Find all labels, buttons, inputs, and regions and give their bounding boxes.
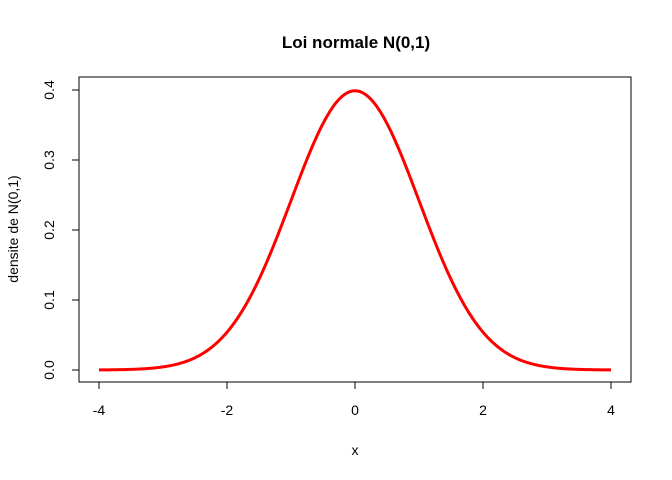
chart-title: Loi normale N(0,1) xyxy=(282,33,430,52)
plot-frame xyxy=(78,76,632,383)
y-tick-label: 0.0 xyxy=(41,360,57,380)
x-tick-label: 4 xyxy=(607,402,615,418)
y-tick-label: 0.1 xyxy=(41,290,57,310)
x-tick-label: -4 xyxy=(93,402,106,418)
y-axis: 0.0 0.1 0.2 0.3 0.4 xyxy=(41,80,80,380)
x-tick-label: 2 xyxy=(479,402,487,418)
x-axis-label: x xyxy=(352,442,359,458)
series-layer xyxy=(98,89,612,372)
x-tick-label: -2 xyxy=(221,402,234,418)
x-axis: -4 -2 0 2 4 xyxy=(93,381,615,418)
series-line xyxy=(98,89,612,372)
y-tick-label: 0.4 xyxy=(41,80,57,100)
x-tick-label: 0 xyxy=(351,402,359,418)
y-tick-label: 0.3 xyxy=(41,150,57,170)
y-axis-label: densite de N(0,1) xyxy=(5,175,21,282)
y-tick-label: 0.2 xyxy=(41,220,57,240)
